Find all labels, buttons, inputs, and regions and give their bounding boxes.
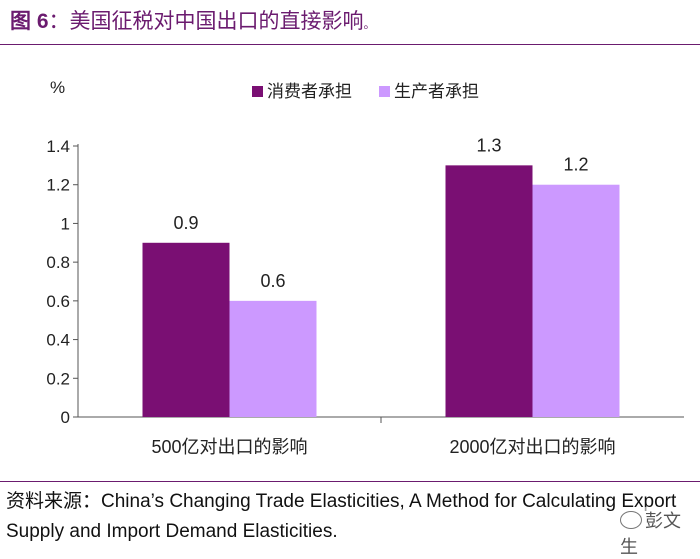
x-tick-label-0: 500亿对出口的影响 <box>151 437 307 457</box>
y-tick-label-6: 1.2 <box>46 176 70 195</box>
legend-label-0: 消费者承担 <box>267 82 352 101</box>
source-divider <box>0 481 700 482</box>
y-tick-label-5: 1 <box>61 214 70 233</box>
x-tick-label-1: 2000亿对出口的影响 <box>449 437 615 457</box>
source-text: China’s Changing Trade Elasticities, A M… <box>6 491 677 542</box>
bar-1-1 <box>532 184 620 417</box>
figure-title-text: ：美国征税对中国出口的直接影响 <box>48 9 364 33</box>
figure-title: 图 6：美国征税对中国出口的直接影响。 <box>10 4 376 38</box>
y-tick-label-0: 0 <box>61 408 70 427</box>
bar-0-0 <box>142 242 230 417</box>
bar-1-0 <box>229 300 317 417</box>
source-note: 资料来源：China’s Changing Trade Elasticities… <box>6 486 696 547</box>
wechat-icon <box>620 511 642 529</box>
legend-label-1: 生产者承担 <box>394 82 479 101</box>
title-divider <box>0 44 700 45</box>
data-label-0-0: 0.9 <box>173 213 198 233</box>
data-label-0-1: 1.3 <box>476 135 501 155</box>
figure-label: 图 6 <box>10 10 49 33</box>
y-unit-label: % <box>50 78 65 97</box>
data-label-1-1: 1.2 <box>563 155 588 175</box>
source-label: 资料来源： <box>6 490 102 512</box>
legend-swatch-0 <box>252 86 263 97</box>
y-tick-label-7: 1.4 <box>46 137 70 156</box>
y-tick-label-1: 0.2 <box>46 369 70 388</box>
y-tick-label-2: 0.4 <box>46 331 70 350</box>
y-tick-label-4: 0.8 <box>46 253 70 272</box>
y-tick-label-3: 0.6 <box>46 292 70 311</box>
bar-0-1 <box>445 165 533 417</box>
figure-title-mark: 。 <box>363 17 376 31</box>
watermark: 彭文生 <box>618 507 700 559</box>
legend-swatch-1 <box>379 86 390 97</box>
bar-chart: % 消费者承担 生产者承担 0 0.2 0.4 0.6 0.8 1 1.2 1.4 0.9 0.6 500… <box>46 78 684 457</box>
data-label-1-0: 0.6 <box>260 271 285 291</box>
